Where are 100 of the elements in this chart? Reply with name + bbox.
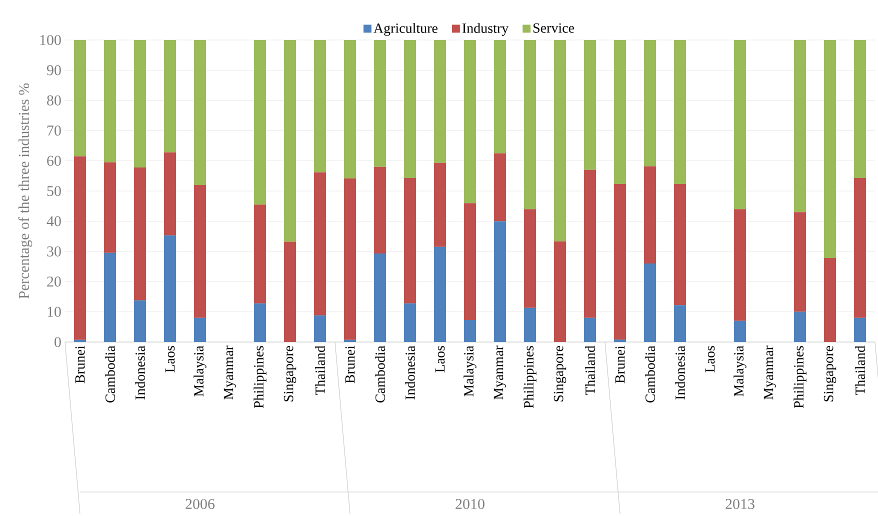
bar — [314, 315, 326, 342]
bar — [614, 40, 626, 184]
x-tick-label: Singapore — [554, 346, 566, 402]
bar — [854, 40, 866, 178]
bar — [134, 167, 146, 300]
bar — [134, 300, 146, 342]
y-tick-label: 10 — [48, 306, 61, 317]
legend-label: Service — [533, 23, 574, 33]
bar — [284, 242, 296, 342]
bar — [644, 263, 656, 342]
bar — [734, 40, 746, 210]
text: 2006 — [186, 498, 215, 510]
y-tick-label: 30 — [47, 246, 61, 256]
x-tick-label: Myanmar — [494, 346, 506, 400]
bar — [824, 258, 836, 342]
y-tick-label: 0 — [54, 336, 61, 348]
x-tick-label: Philippines — [254, 346, 266, 408]
bar — [104, 252, 116, 342]
bar — [854, 178, 866, 318]
x-tick-label: Singapore — [824, 346, 836, 402]
x-tick-label: Brunei — [615, 346, 625, 384]
x-tick-label: Thailand — [585, 346, 595, 396]
bar — [374, 254, 386, 342]
bar — [104, 162, 116, 253]
y-tick-label: 20 — [47, 276, 61, 287]
bar — [554, 40, 566, 242]
bar — [104, 40, 116, 162]
bar — [674, 40, 686, 184]
bar — [344, 178, 356, 340]
y-tick-label: 90 — [46, 65, 61, 76]
bar — [494, 40, 506, 154]
x-tick-label: Malaysia — [194, 346, 206, 396]
bar — [524, 209, 536, 308]
bar — [194, 318, 206, 342]
bar — [674, 184, 686, 306]
bar — [524, 308, 536, 342]
bar — [164, 152, 176, 236]
bar — [374, 166, 386, 254]
bar — [464, 40, 476, 204]
bar — [494, 153, 506, 222]
x-tick-label: Laos — [435, 346, 445, 372]
y-tick-label: 70 — [47, 126, 61, 136]
bar — [644, 40, 656, 166]
x-tick-label: Brunei — [345, 346, 355, 384]
text: 2013 — [726, 498, 754, 510]
x-tick-label: Malaysia — [734, 346, 746, 396]
x-tick-label: Myanmar — [764, 346, 776, 400]
bar — [644, 166, 656, 264]
bar — [464, 203, 476, 320]
bar — [434, 246, 446, 342]
x-tick-label: Indonesia — [675, 346, 685, 400]
x-tick-label: Thailand — [855, 346, 865, 396]
bar — [494, 221, 506, 342]
bar — [74, 40, 86, 156]
bar — [434, 40, 446, 163]
y-tick-label: 60 — [47, 156, 61, 166]
x-tick-label: Brunei — [75, 346, 85, 384]
bar — [194, 184, 206, 318]
bar — [314, 40, 326, 172]
bar — [404, 303, 416, 342]
bar — [554, 241, 566, 342]
bar — [824, 40, 836, 258]
x-tick-label: Thailand — [315, 346, 325, 396]
x-tick-label: Philippines — [794, 346, 806, 408]
x-tick-label: Cambodia — [105, 346, 115, 402]
bar — [254, 303, 266, 342]
bar — [344, 40, 356, 178]
bar — [404, 178, 416, 304]
bar — [794, 40, 806, 212]
x-tick-label: Indonesia — [135, 346, 145, 400]
bar — [584, 318, 596, 342]
bar — [374, 40, 386, 167]
bar — [524, 40, 536, 210]
x-tick-label: Cambodia — [645, 346, 655, 402]
bar — [404, 40, 416, 178]
bar — [284, 40, 296, 242]
y-tick-label: 80 — [47, 95, 61, 106]
bar — [734, 320, 746, 342]
bar — [584, 170, 596, 318]
x-tick-label: Malaysia — [464, 346, 476, 396]
x-tick-label: Philippines — [524, 346, 536, 408]
x-tick-label: Indonesia — [405, 346, 415, 400]
y-tick-label: 40 — [46, 216, 61, 226]
bar — [674, 305, 686, 342]
bar — [794, 212, 806, 312]
bar — [794, 312, 806, 342]
bar — [164, 235, 176, 342]
x-tick-label: Myanmar — [224, 346, 236, 400]
y-tick-label: 100 — [40, 34, 61, 46]
y-axis-title: Percentage of the three industries % — [18, 83, 32, 299]
bar — [854, 318, 866, 342]
x-tick-label: Laos — [165, 346, 175, 372]
bar — [134, 40, 146, 168]
bar — [584, 40, 596, 170]
x-tick-label: Laos — [705, 346, 715, 372]
bar — [254, 40, 266, 205]
legend-label: Industry — [462, 23, 509, 36]
bar — [254, 204, 266, 304]
x-tick-label: Singapore — [284, 346, 296, 402]
bar — [614, 184, 626, 340]
